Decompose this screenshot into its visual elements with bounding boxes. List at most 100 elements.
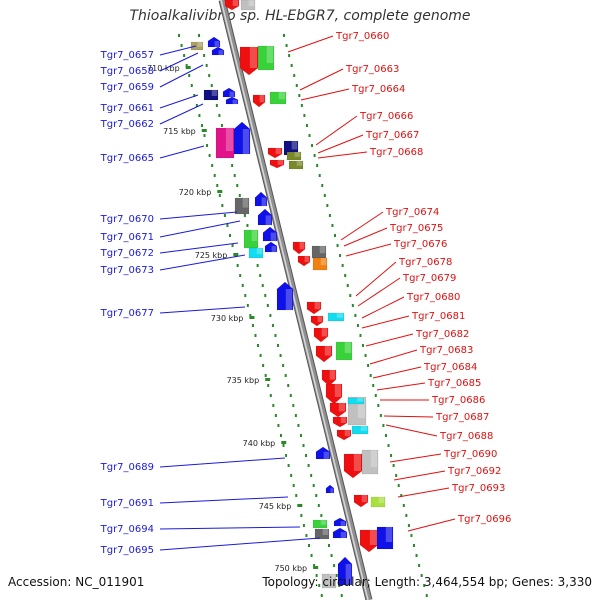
ruler-label: 725 kbp: [195, 251, 228, 260]
guide-dot: [274, 414, 277, 417]
left-gene-label: Tgr7_0661: [100, 103, 154, 114]
ruler-tick: [249, 316, 255, 319]
gene-arrow: [370, 496, 386, 508]
guide-dot: [423, 584, 426, 587]
ruler-label: 730 kbp: [211, 314, 244, 323]
guide-dot: [269, 314, 272, 317]
gene-shade: [211, 90, 218, 96]
right-leader-line: [315, 115, 358, 146]
gene-shade: [320, 258, 327, 266]
gene-shade: [218, 50, 224, 55]
left-gene-label: Tgr7_0673: [100, 265, 154, 276]
guide-dot: [318, 174, 321, 177]
guide-dot: [315, 574, 318, 577]
gene-shade: [321, 328, 328, 337]
guide-dot: [198, 34, 201, 37]
gene-arrow: [239, 46, 259, 76]
gene-shade: [323, 451, 330, 459]
guide-dot: [238, 194, 241, 197]
right-gene-label: Tgr7_0668: [369, 147, 423, 158]
gene-shade: [330, 488, 334, 493]
guide-dot: [231, 244, 234, 247]
guide-dot: [289, 394, 292, 397]
guide-dot: [308, 544, 311, 547]
left-gene-label: Tgr7_0689: [100, 462, 154, 473]
right-gene-label: Tgr7_0693: [451, 483, 505, 494]
guide-dot: [190, 84, 193, 87]
gene-arrow: [211, 46, 225, 56]
guide-dot: [180, 44, 183, 47]
guide-dot: [372, 384, 375, 387]
right-leader-line: [357, 277, 401, 307]
gene-navy: [203, 89, 219, 101]
right-gene-labels: Tgr7_0660 Tgr7_0663 Tgr7_0664 Tgr7_0666 Tgr7…: [287, 31, 511, 532]
gene-arrow: [288, 160, 304, 170]
guide-dot: [390, 454, 393, 457]
gene-shade: [314, 302, 321, 310]
gene-arrow: [264, 241, 278, 253]
guide-dot: [272, 404, 275, 407]
gene-shade: [329, 574, 336, 583]
guide-dot: [282, 444, 285, 447]
guide-dot: [313, 564, 316, 567]
gene-arrow: [297, 255, 311, 267]
guide-dot: [379, 414, 382, 417]
guide-dot: [331, 224, 334, 227]
guide-dot: [226, 224, 229, 227]
ruler-label: 715 kbp: [163, 127, 196, 136]
guide-dot: [377, 404, 380, 407]
right-leader-line: [389, 453, 442, 463]
right-gene-label: Tgr7_0686: [431, 395, 485, 406]
guide-dot: [244, 294, 247, 297]
ruler-tick: [233, 253, 239, 256]
right-gene-label: Tgr7_0681: [411, 311, 465, 322]
left-leader-line: [159, 145, 205, 159]
guide-dot: [311, 144, 314, 147]
guide-dot: [320, 514, 323, 517]
gene-arrow: [233, 121, 251, 155]
right-gene-label: Tgr7_0690: [443, 449, 497, 460]
guide-dot: [203, 54, 206, 57]
gene-shade: [322, 529, 329, 535]
gene-shade: [357, 397, 366, 418]
guide-dot: [333, 234, 336, 237]
left-leader-line: [159, 94, 199, 109]
gene-shade: [320, 520, 327, 525]
left-gene-label: Tgr7_0665: [100, 153, 154, 164]
left-leader-line: [159, 64, 204, 88]
gene-arrow: [351, 425, 369, 435]
right-gene-label: Tgr7_0685: [427, 378, 481, 389]
left-gene-labels: Tgr7_0657 Tgr7_0658 Tgr7_0659 Tgr7_0661 Tgr7…: [100, 45, 321, 556]
ruler-tick: [185, 66, 191, 69]
gene-arrow: [313, 327, 329, 343]
gene-arrow: [276, 281, 294, 311]
right-gene-label: Tgr7_0682: [415, 329, 469, 340]
left-leader-line: [159, 211, 238, 220]
left-gene-label: Tgr7_0658: [100, 66, 154, 77]
guide-dot: [218, 114, 221, 117]
guide-dot: [295, 494, 298, 497]
guide-dot: [425, 594, 428, 597]
right-leader-line: [343, 227, 388, 247]
gene-shade: [242, 198, 249, 208]
guide-dot: [287, 464, 290, 467]
gene-shade: [214, 41, 220, 47]
guide-dot: [308, 134, 311, 137]
guide-dot: [299, 434, 302, 437]
guide-dot: [318, 584, 321, 587]
gene-shade: [304, 256, 310, 262]
gene-shade: [232, 0, 239, 6]
right-leader-line: [355, 261, 397, 297]
gene-arrow: [269, 159, 285, 169]
guide-dot: [215, 104, 218, 107]
gene-shade: [361, 495, 368, 503]
guide-dot: [330, 554, 333, 557]
gene-shade: [265, 215, 272, 225]
right-leader-line: [361, 296, 405, 319]
gene-arrow: [310, 315, 324, 327]
right-leader-line: [369, 349, 418, 365]
guide-dot: [338, 584, 341, 587]
left-gene-label: Tgr7_0695: [100, 545, 154, 556]
guide-dot: [346, 284, 349, 287]
left-gene-label: Tgr7_0672: [100, 248, 154, 259]
